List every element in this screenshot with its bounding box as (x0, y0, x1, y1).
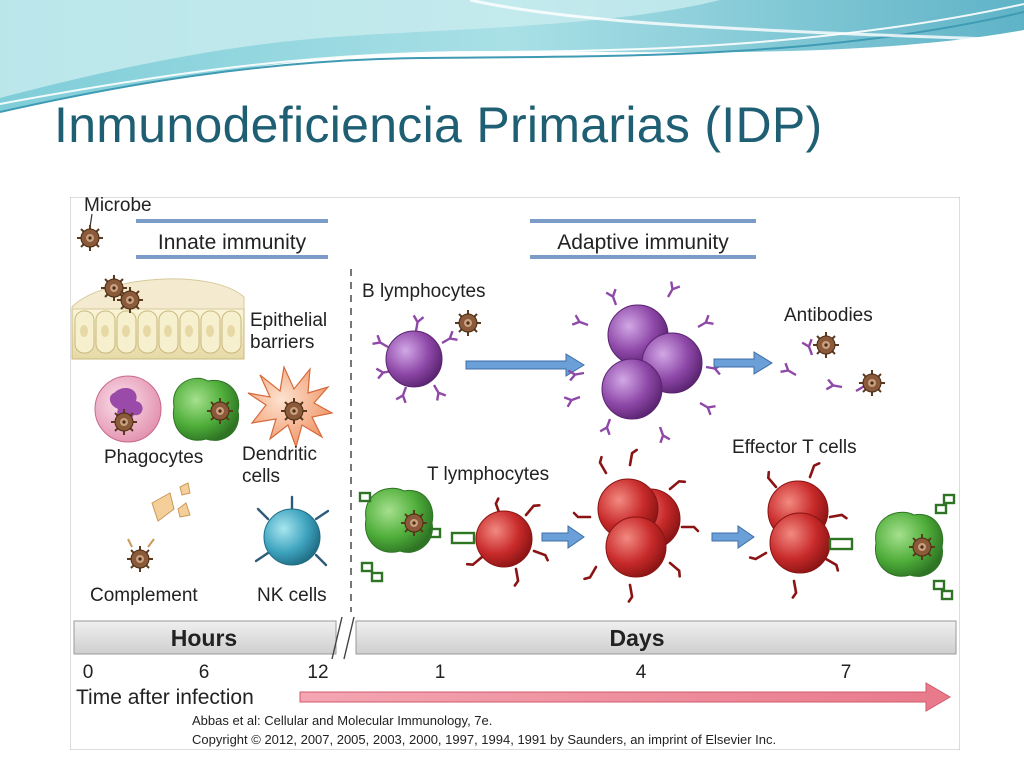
phagocytes-label: Phagocytes (104, 447, 203, 468)
innate-immunity-header: Innate immunity (136, 219, 328, 259)
nk-cells-label: NK cells (257, 585, 327, 606)
time-axis-label: Time after infection (76, 686, 254, 709)
macrophage-illustration (172, 377, 240, 441)
plasma-to-antibodies-arrow (713, 351, 773, 375)
microbe-label: Microbe (84, 197, 152, 216)
tick-6: 6 (199, 662, 210, 683)
naive-t-cell-illustration (450, 497, 551, 587)
citation-line2: Copyright © 2012, 2007, 2005, 2003, 2000… (192, 732, 776, 747)
complement-illustration (126, 482, 191, 573)
epithelial-label-line2: barriers (250, 332, 314, 353)
citation-line1: Abbas et al: Cellular and Molecular Immu… (192, 713, 492, 728)
b-lymphocyte-illustration (371, 309, 482, 405)
slide-title: Inmunodeficiencia Primarias (IDP) (54, 97, 823, 153)
svg-text:Adaptive immunity: Adaptive immunity (557, 231, 729, 254)
dendritic-label-line2: cells (242, 466, 280, 487)
neutrophil-illustration (94, 375, 162, 443)
hours-label: Hours (171, 625, 237, 651)
b-lymphocytes-label: B lymphocytes (362, 281, 486, 302)
effector-t-cells-label: Effector T cells (732, 437, 857, 458)
tick-7: 7 (841, 662, 852, 683)
epithelial-label-line1: Epithelial (250, 310, 327, 331)
adaptive-immunity-header: Adaptive immunity (530, 219, 756, 259)
tick-1: 1 (435, 662, 446, 683)
header-banner (0, 0, 1024, 113)
apc-right-illustration (874, 493, 956, 601)
apc-left-illustration (358, 487, 442, 583)
proliferating-to-effector-arrow (711, 525, 755, 549)
nk-cell-illustration (254, 495, 330, 567)
tick-0: 0 (83, 662, 94, 683)
dendritic-label-line1: Dendritic (242, 444, 317, 465)
proliferating-t-cluster (572, 447, 700, 603)
days-label: Days (610, 625, 665, 651)
t-lymphocytes-label: T lymphocytes (427, 464, 549, 485)
time-arrow (299, 682, 951, 712)
epithelial-barrier-illustration (71, 274, 245, 360)
t-to-proliferating-arrow (541, 525, 585, 549)
plasma-cell-cluster (562, 280, 723, 445)
tick-12: 12 (307, 662, 328, 683)
dendritic-cell-illustration (247, 364, 334, 449)
tick-4: 4 (636, 662, 647, 683)
complement-label: Complement (90, 585, 198, 606)
svg-text:Innate immunity: Innate immunity (158, 231, 307, 254)
effector-t-cluster (748, 460, 854, 599)
timeline-bar: Hours Days (73, 616, 957, 660)
b-to-plasma-arrow (465, 353, 585, 377)
antibodies-label: Antibodies (784, 305, 873, 326)
immunity-figure: Microbe Innate immunity Adaptive immunit… (70, 197, 960, 750)
